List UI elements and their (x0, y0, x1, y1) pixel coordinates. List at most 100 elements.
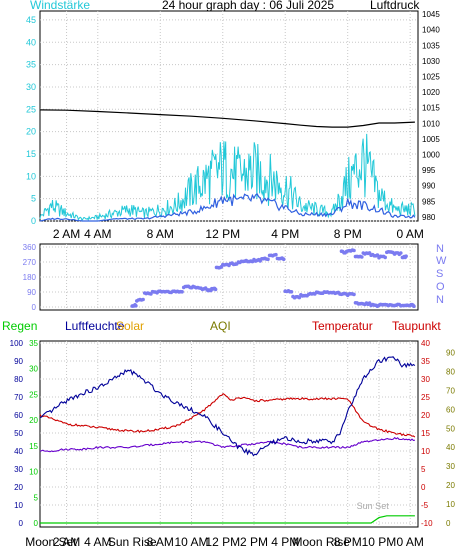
aqi-tick-label: 40 (446, 443, 455, 452)
direction-tick-label: 360 (23, 243, 37, 252)
rain-line (40, 515, 415, 524)
humidity-tick-label: 0 (34, 519, 39, 528)
time-tick-label: 0 AM (397, 535, 424, 549)
time-tick-label: 10 PM (362, 535, 397, 549)
temperature-tick-label: 35 (421, 357, 430, 366)
rain-tick-label: 20 (14, 483, 23, 492)
wind-average-line (39, 192, 416, 222)
temperature-tick-label: 20 (421, 411, 430, 420)
legend-dewpoint: Taupunkt (392, 319, 441, 333)
aqi-tick-label: 90 (446, 348, 455, 357)
time-tick-label: 2 AM (53, 535, 80, 549)
legend-rain: Regen (2, 319, 37, 333)
time-tick-label: 0 AM (397, 227, 424, 241)
temperature-line (39, 392, 416, 438)
wind-tick-label: 20 (26, 127, 36, 137)
event-label: Moon Rise (293, 535, 351, 549)
wind-tick-label: 30 (26, 82, 36, 92)
aqi-tick-label: 50 (446, 424, 455, 433)
wind-direction-point (297, 295, 302, 300)
event-label: Sun Set (357, 501, 390, 511)
wind-speed-ticks: 0 5 10 15 20 25 30 35 40 45 (26, 15, 36, 226)
wind-tick-label: 40 (26, 37, 36, 47)
wind-tick-label: 15 (26, 149, 36, 159)
humidity-tick-label: 25 (29, 390, 38, 399)
humidity-tick-label: 15 (29, 442, 38, 451)
climate-axis-ticks: 010203040506070809010005101520253035-10-… (10, 339, 456, 528)
aqi-tick-label: 80 (446, 367, 455, 376)
wind-direction-point (375, 253, 380, 257)
temperature-tick-label: 40 (421, 339, 430, 348)
humidity-tick-label: 30 (29, 365, 38, 374)
aqi-tick-label: 10 (446, 500, 455, 509)
pressure-tick-label: 990 (422, 182, 436, 191)
compass-label: O (436, 281, 445, 293)
temperature-tick-label: 25 (421, 393, 430, 402)
pressure-tick-label: 1025 (422, 73, 440, 82)
wind-tick-label: 10 (26, 171, 36, 181)
direction-tick-label: 180 (23, 273, 37, 282)
wind-tick-label: 0 (31, 216, 36, 226)
wind-direction-series (130, 248, 416, 309)
time-tick-label: 8 AM (147, 535, 174, 549)
temperature-tick-label: 10 (421, 447, 430, 456)
wind-direction-point (352, 292, 356, 297)
aqi-tick-label: 0 (446, 519, 451, 528)
compass-label: S (436, 268, 443, 280)
pressure-tick-label: 995 (422, 166, 436, 175)
rain-tick-label: 90 (14, 357, 23, 366)
wind-direction-point (404, 254, 408, 258)
wind-direction-grid (40, 244, 418, 310)
compass-label: N (436, 294, 444, 306)
wind-direction-point (141, 297, 145, 302)
pressure-tick-label: 1030 (422, 57, 440, 66)
aqi-tick-label: 20 (446, 481, 455, 490)
wind-tick-label: 5 (31, 194, 36, 204)
dewpoint-line (39, 436, 415, 453)
wind-direction-point (281, 257, 286, 262)
wind-direction-point (352, 248, 356, 253)
time-tick-label: 2 AM (53, 227, 80, 241)
time-tick-label: 4 PM (271, 535, 299, 549)
direction-tick-label: 0 (32, 303, 37, 312)
wind-direction-point (180, 290, 184, 294)
legend-temperature: Temperatur (312, 319, 373, 333)
climate-series (39, 356, 416, 524)
pressure-tick-label: 1035 (422, 41, 440, 50)
rain-tick-label: 60 (14, 411, 23, 420)
compass-label: N (436, 243, 444, 255)
humidity-tick-label: 5 (34, 493, 39, 502)
wind-pressure-plot-area (39, 10, 419, 222)
wind-direction-point (266, 257, 270, 262)
compass-label: W (436, 255, 447, 267)
direction-tick-label: 90 (27, 288, 36, 297)
legend-solar: Solar (116, 319, 144, 333)
wind-direction-point (274, 252, 278, 257)
temperature-tick-label: -5 (421, 501, 429, 510)
humidity-tick-label: 10 (29, 468, 38, 477)
pressure-ticks: 980 985 990 995 1000 1005 1010 1015 1020 1025 1030… (422, 10, 440, 222)
legend-aqi: AQI (210, 319, 231, 333)
pressure-tick-label: 1000 (422, 151, 440, 160)
aqi-tick-label: 60 (446, 405, 455, 414)
pressure-axis-label: Luftdruck (370, 0, 420, 12)
time-tick-label: 4 AM (84, 227, 111, 241)
wind-direction-point (383, 255, 388, 260)
wind-tick-label: 25 (26, 104, 36, 114)
time-tick-label: 8 PM (334, 535, 362, 549)
pressure-tick-label: 985 (422, 197, 436, 206)
time-tick-label: 4 PM (271, 227, 299, 241)
rain-tick-label: 100 (10, 339, 24, 348)
wind-direction-point (213, 287, 218, 292)
event-label: Sun Rise (108, 535, 157, 549)
temperature-tick-label: 15 (421, 429, 430, 438)
pressure-tick-label: 1010 (422, 119, 440, 128)
direction-tick-label: 270 (23, 258, 37, 267)
wind-direction-point (134, 304, 138, 308)
time-tick-label: 8 AM (147, 227, 174, 241)
pressure-tick-label: 1005 (422, 135, 440, 144)
time-tick-label: 4 AM (84, 535, 111, 549)
aqi-tick-label: 70 (446, 386, 455, 395)
pressure-line (39, 109, 415, 128)
